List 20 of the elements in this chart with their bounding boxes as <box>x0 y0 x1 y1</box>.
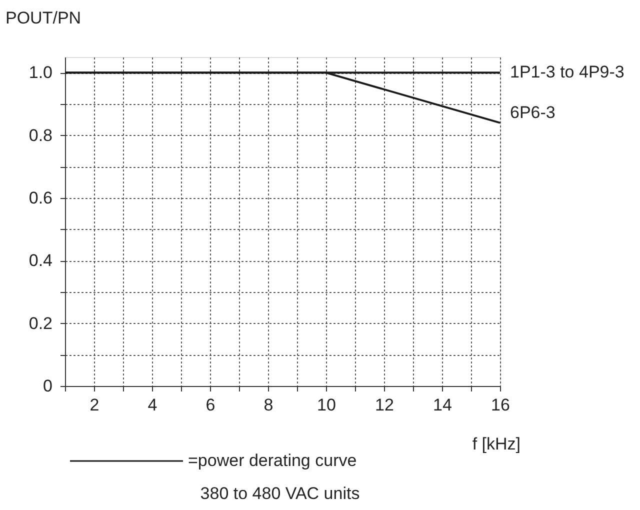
x-tick-label: 4 <box>148 396 158 414</box>
y-tick-label: 0.4 <box>28 251 52 270</box>
y-tick-label: 0 <box>43 376 52 396</box>
x-tick-label: 12 <box>375 396 394 414</box>
y-tick-label: 0.2 <box>28 314 52 333</box>
y-axis-title: POUT/PN <box>6 8 82 28</box>
x-axis-title: f [kHz] <box>472 434 520 454</box>
y-tick-label: 1.0 <box>28 63 52 82</box>
y-tick-label: 0.6 <box>28 188 52 208</box>
x-tick-label: 14 <box>433 396 452 414</box>
x-tick-label: 10 <box>317 396 336 414</box>
text: 380 to 480 VAC units <box>200 484 360 503</box>
x-tick-label: 2 <box>90 396 100 414</box>
x-tick-label: 6 <box>206 396 216 414</box>
x-tick-label: 8 <box>264 396 274 414</box>
y-tick-label: 0.8 <box>28 126 52 145</box>
x-tick-label: 16 <box>491 396 510 414</box>
series-label: 6P6-3 <box>510 102 556 122</box>
text: =power derating curve <box>188 451 357 470</box>
series-label: 1P1-3 to 4P9-3 <box>510 62 624 82</box>
